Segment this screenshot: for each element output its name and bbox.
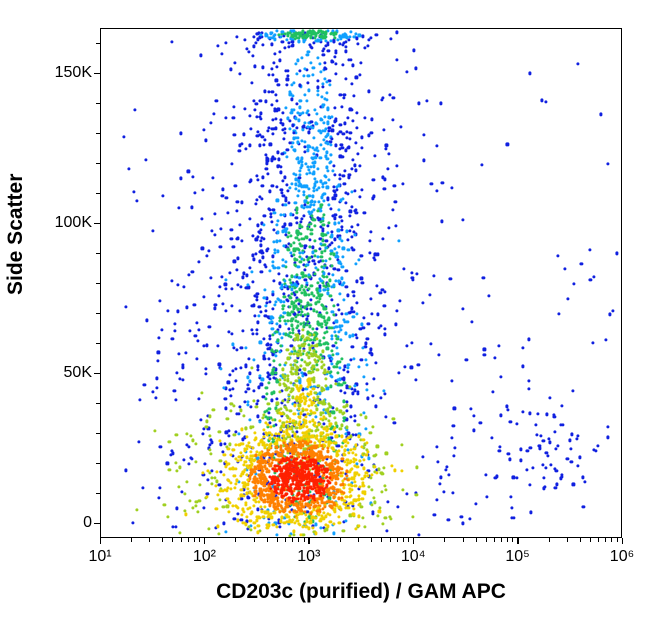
flow-cytometry-scatter-chart: Side Scatter CD203c (purified) / GAM APC…	[0, 0, 653, 641]
x-tick-label: 10²	[193, 548, 216, 566]
x-tick-label: 10⁶	[610, 548, 634, 566]
x-tick-label: 10⁵	[505, 548, 529, 566]
y-tick-label: 50K	[64, 364, 92, 382]
plot-area	[100, 28, 622, 538]
y-tick-label: 0	[83, 514, 92, 532]
y-tick-label: 150K	[55, 64, 92, 82]
y-tick-label: 100K	[55, 214, 92, 232]
x-tick-label: 10³	[297, 548, 320, 566]
x-tick-label: 10⁴	[401, 548, 426, 566]
y-axis-label: Side Scatter	[4, 271, 28, 295]
x-tick-label: 10¹	[88, 548, 111, 566]
x-axis-label: CD203c (purified) / GAM APC	[100, 580, 622, 604]
